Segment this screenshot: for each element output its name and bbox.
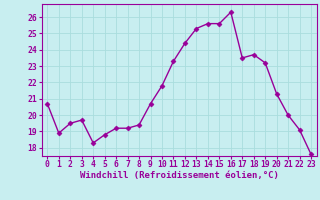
X-axis label: Windchill (Refroidissement éolien,°C): Windchill (Refroidissement éolien,°C) [80, 171, 279, 180]
